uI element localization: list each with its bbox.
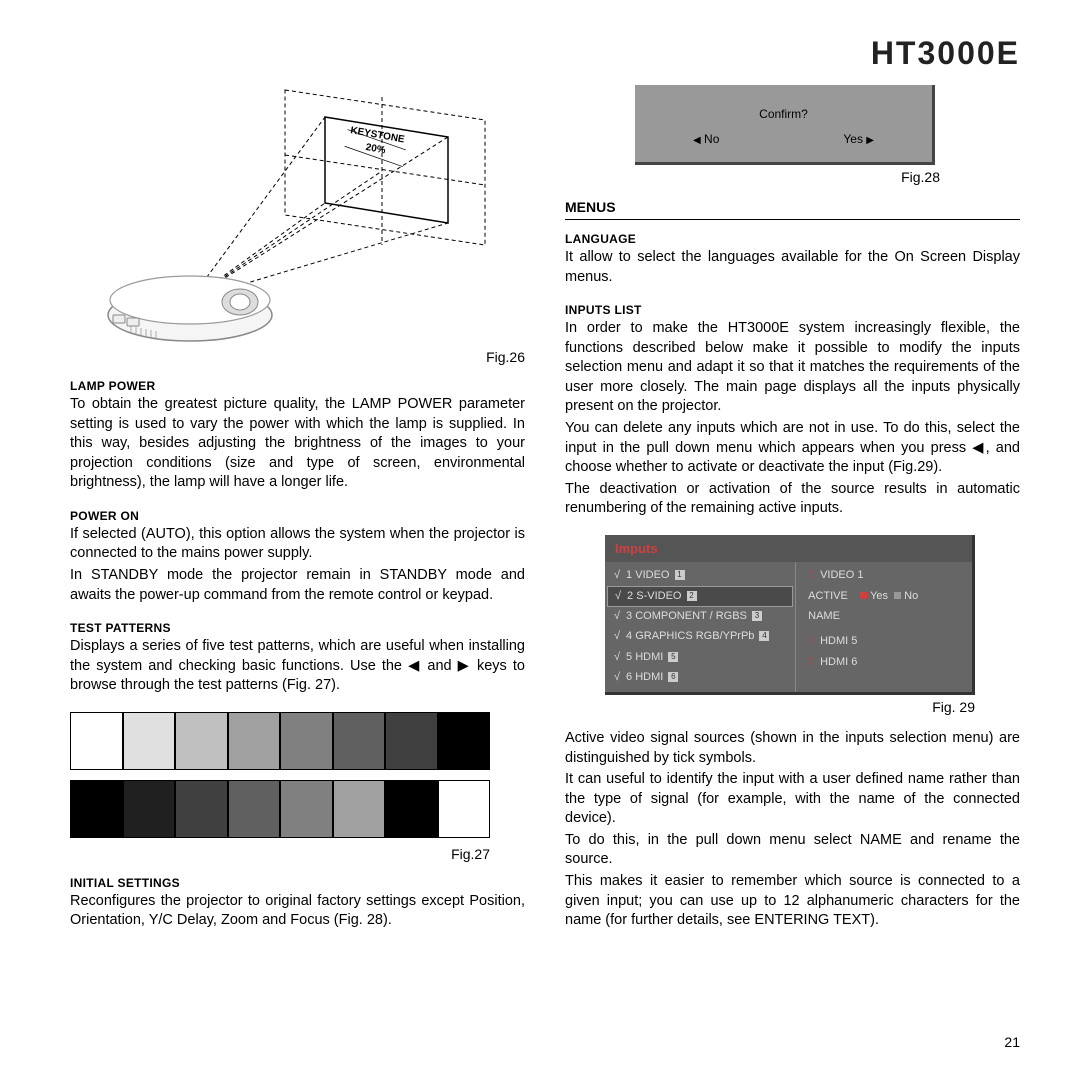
inputs-list-text3: The deactivation or activation of the so… [565,480,1020,519]
hdmi5-row: 〈 HDMI 5 [796,632,972,652]
input-row: √ 3 COMPONENT / RGBS 3 [605,607,795,627]
after-fig29-p3: To do this, in the pull down menu select… [565,831,1020,870]
fig29-caption: Fig. 29 [565,699,975,715]
lamp-power-text: To obtain the greatest picture quality, … [70,395,525,493]
fig26-caption: Fig.26 [70,349,525,365]
after-fig29-p1: Active video signal sources (shown in th… [565,729,1020,768]
two-column-layout: KEYSTONE 20% [70,85,1020,947]
input-row: √ 5 HDMI 5 [605,647,795,667]
yes-indicator-icon [860,592,867,599]
after-fig29-p4: This makes it easier to remember which s… [565,872,1020,931]
input-row: √ 1 VIDEO 1 [605,566,795,586]
test-patterns-heading: TEST PATTERNS [70,621,525,635]
video1-label: VIDEO 1 [820,569,863,581]
name-label: NAME [808,610,840,622]
keystone-figure: KEYSTONE 20% [70,85,500,345]
menus-divider [565,219,1020,220]
input-row: √ 4 GRAPHICS RGB/YPrPb 4 [605,627,795,647]
initial-settings-text: Reconfigures the projector to original f… [70,892,525,931]
page-title: HT3000E [871,35,1020,72]
inputs-menu: Imputs √ 1 VIDEO 1√ 2 S-VIDEO 2√ 3 COMPO… [605,535,975,695]
lamp-power-heading: LAMP POWER [70,379,525,393]
inputs-list-heading: INPUTS LIST [565,303,1020,317]
yes-option: Yes ▶ [843,132,874,146]
active-no: No [904,590,918,602]
power-on-text1: If selected (AUTO), this option allows t… [70,525,525,564]
confirm-dialog: Confirm? ◀ No Yes ▶ [635,85,935,165]
active-row: ACTIVE Yes No [796,586,972,606]
after-fig29-p2: It can useful to identify the input with… [565,770,1020,829]
name-row: NAME [796,607,972,627]
yes-label: Yes [843,132,863,146]
menus-heading: MENUS [565,199,1020,215]
power-on-text2: In STANDBY mode the projector remain in … [70,566,525,605]
input-row: √ 2 S-VIDEO 2 [607,586,793,606]
initial-settings-heading: INITIAL SETTINGS [70,876,525,890]
language-heading: LANGUAGE [565,232,1020,246]
hdmi5-label: HDMI 5 [820,635,857,647]
hdmi6-label: HDMI 6 [820,656,857,668]
hdmi6-row: 〈 HDMI 6 [796,652,972,672]
confirm-label: Confirm? [635,107,932,121]
gradient-row-2 [70,780,490,838]
language-text: It allow to select the languages availab… [565,248,1020,287]
input-row: √ 6 HDMI 6 [605,668,795,688]
no-label: No [704,132,719,146]
fig27-caption: Fig.27 [70,846,490,862]
no-option: ◀ No [693,132,719,146]
active-yes: Yes [870,590,888,602]
fig28-caption: Fig.28 [565,169,940,185]
video1-row: 〈 VIDEO 1 [796,566,972,586]
right-column: Confirm? ◀ No Yes ▶ Fig.28 MENUS LANGUAG… [565,85,1020,947]
test-pattern-figure [70,712,490,842]
inputs-menu-header: Imputs [605,535,972,562]
test-patterns-text: Displays a series of five test patterns,… [70,637,525,696]
gradient-row-1 [70,712,490,770]
page-number: 21 [1004,1034,1020,1050]
inputs-menu-right: 〈 VIDEO 1 ACTIVE Yes No NAME 〈 HDMI 5 〈 … [795,562,972,692]
no-indicator-icon [894,592,901,599]
left-column: KEYSTONE 20% [70,85,525,947]
inputs-list-text1: In order to make the HT3000E system incr… [565,319,1020,417]
active-label: ACTIVE [808,590,848,602]
inputs-list-text2: You can delete any inputs which are not … [565,419,1020,478]
power-on-heading: POWER ON [70,509,525,523]
inputs-menu-left: √ 1 VIDEO 1√ 2 S-VIDEO 2√ 3 COMPONENT / … [605,562,795,692]
